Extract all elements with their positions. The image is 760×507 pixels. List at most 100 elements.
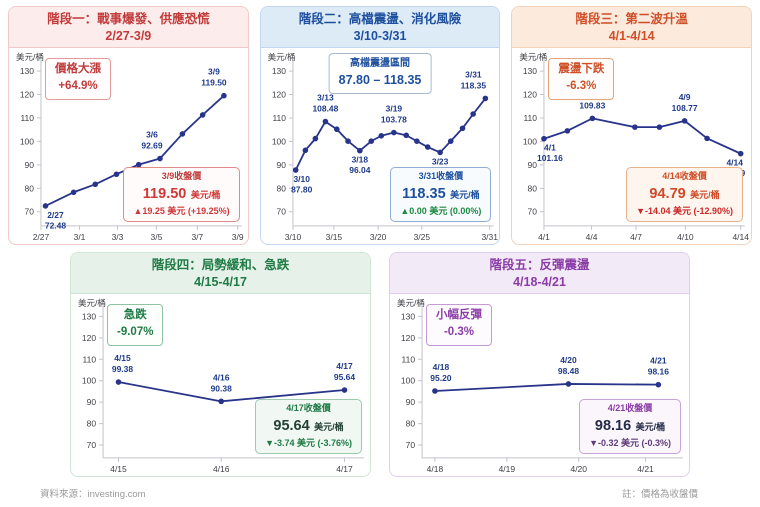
- svg-text:70: 70: [276, 207, 286, 217]
- panel-date-range: 4/1-4/14: [608, 28, 655, 43]
- panel-phase-5: 階段五：反彈震盪 4/18-4/21 美元/桶 130 120 110 100 90 80…: [389, 252, 690, 477]
- panel-header: 階段五：反彈震盪 4/18-4/21: [390, 253, 689, 295]
- svg-text:70: 70: [87, 440, 97, 450]
- svg-text:110: 110: [524, 113, 538, 123]
- panel-phase-2: 階段二：高檔震盪、消化風險 3/10-3/31 美元/桶 130 120 110 10…: [259, 6, 501, 245]
- change-badge: 急跌 -9.07%: [107, 304, 164, 346]
- svg-text:80: 80: [406, 419, 416, 429]
- panel-title: 階段三：第二波升溫: [575, 12, 688, 26]
- panel-phase-3: 階段三：第二波升溫 4/1-4/14 美元/桶 130 120 110 100 90 80…: [511, 6, 753, 245]
- svg-text:100: 100: [271, 137, 285, 147]
- chart-region: 美元/桶 130 120 110 100 90 80 70 4/15 4/16 4/17 4/15 9…: [71, 294, 370, 476]
- chart-region: 美元/桶 130 120 110 100 90 80 70 3/10 3/15 3/20 3/25 3…: [261, 48, 500, 244]
- svg-text:2/27: 2/27: [47, 210, 64, 220]
- badge-caption: 小幅反彈: [436, 309, 482, 322]
- svg-text:4/17: 4/17: [336, 464, 353, 474]
- svg-text:110: 110: [402, 354, 416, 364]
- svg-text:120: 120: [523, 90, 537, 100]
- svg-text:4/14: 4/14: [727, 158, 744, 168]
- svg-text:120: 120: [20, 90, 34, 100]
- svg-text:3/18: 3/18: [351, 155, 368, 165]
- svg-text:4/1: 4/1: [544, 143, 556, 153]
- svg-text:130: 130: [271, 66, 285, 76]
- svg-text:100: 100: [20, 137, 34, 147]
- closing-price-box: 3/31收盤價 118.35 美元/桶 ▲0.00 美元 (0.00%): [390, 167, 492, 222]
- svg-text:101.16: 101.16: [537, 153, 563, 163]
- svg-text:4/1: 4/1: [538, 232, 550, 242]
- svg-text:3/1: 3/1: [74, 232, 86, 242]
- panel-phase-4: 階段四：局勢緩和、急跌 4/15-4/17 美元/桶 130 120 110 100 9…: [70, 252, 371, 477]
- line-chart-phase-2: 130 120 110 100 90 80 70 3/10 3/15 3/20 3/25 3/31 3/…: [271, 58, 498, 242]
- svg-text:130: 130: [401, 312, 415, 322]
- closing-price-title: 3/31收盤價: [418, 171, 464, 182]
- svg-text:3/25: 3/25: [413, 232, 430, 242]
- panel-header: 階段三：第二波升溫 4/1-4/14: [512, 7, 752, 49]
- panel-title: 階段一：戰事爆發、供應恐慌: [47, 12, 210, 26]
- svg-text:4/15: 4/15: [114, 353, 131, 363]
- closing-price-value: 98.16 美元/桶: [594, 418, 666, 435]
- svg-text:3/9: 3/9: [232, 232, 244, 242]
- closing-price-box: 4/14收盤價 94.79 美元/桶 ▼-14.04 美元 (-12.90%): [626, 167, 744, 222]
- svg-text:3/10: 3/10: [284, 232, 301, 242]
- svg-text:70: 70: [528, 207, 538, 217]
- svg-text:90: 90: [406, 397, 416, 407]
- closing-price-change: ▼-0.32 美元 (-0.3%): [589, 438, 671, 449]
- svg-text:130: 130: [523, 66, 537, 76]
- svg-text:3/3: 3/3: [112, 232, 124, 242]
- badge-range: 87.80 – 118.35: [338, 73, 422, 88]
- svg-text:3/10: 3/10: [293, 174, 310, 184]
- svg-text:2/27: 2/27: [33, 232, 50, 242]
- svg-text:98.48: 98.48: [558, 366, 580, 376]
- badge-percent: -0.3%: [443, 326, 475, 339]
- badge-caption: 震盪下跌: [558, 63, 605, 76]
- panel-date-range: 2/27-3/9: [105, 28, 152, 43]
- chart-region: 美元/桶 130 120 110 100 90 80 70 2/27 3/1 3/3 3/5 3/7 3…: [9, 48, 248, 244]
- svg-text:4/4: 4/4: [586, 232, 598, 242]
- svg-text:90.38: 90.38: [211, 383, 233, 393]
- svg-text:100: 100: [82, 376, 96, 386]
- range-badge: 高檔震盪區間 87.80 – 118.35: [328, 53, 432, 94]
- closing-price-box: 3/9收盤價 119.50 美元/桶 ▲19.25 美元 (+19.25%): [123, 167, 240, 222]
- svg-text:3/31: 3/31: [465, 70, 482, 80]
- panel-date-range: 4/18-4/21: [513, 274, 566, 289]
- svg-text:120: 120: [401, 333, 415, 343]
- badge-percent: +64.9%: [58, 80, 98, 93]
- badge-percent: -9.07%: [117, 326, 154, 339]
- closing-price-value: 119.50 美元/桶: [142, 186, 221, 203]
- badge-caption: 高檔震盪區間: [349, 58, 410, 70]
- panel-date-range: 3/10-3/31: [353, 28, 407, 43]
- closing-price-change: ▲19.25 美元 (+19.25%): [133, 206, 230, 217]
- svg-text:80: 80: [87, 419, 97, 429]
- panel-phase-1: 階段一：戰事爆發、供應恐慌 2/27-3/9 美元/桶 130 120 110 100…: [8, 6, 249, 245]
- badge-caption: 價格大漲: [55, 63, 101, 76]
- svg-text:3/5: 3/5: [151, 232, 163, 242]
- svg-text:92.69: 92.69: [141, 141, 162, 151]
- y-axis-unit-label: 美元/桶: [78, 298, 106, 309]
- svg-text:98.16: 98.16: [648, 367, 670, 377]
- source-note: 資料來源：investing.com: [40, 489, 146, 500]
- closing-price-title: 3/9收盤價: [161, 171, 202, 182]
- svg-text:110: 110: [20, 113, 34, 123]
- svg-text:3/6: 3/6: [146, 130, 158, 140]
- svg-text:130: 130: [82, 312, 96, 322]
- svg-text:4/10: 4/10: [678, 232, 695, 242]
- svg-text:3/13: 3/13: [317, 93, 334, 103]
- y-axis-unit-label: 美元/桶: [519, 52, 548, 63]
- svg-text:4/16: 4/16: [213, 372, 230, 382]
- svg-text:99.38: 99.38: [112, 364, 134, 374]
- badge-percent: -6.3%: [566, 80, 597, 93]
- svg-text:90: 90: [276, 160, 286, 170]
- svg-text:4/21: 4/21: [650, 356, 667, 366]
- svg-text:4/14: 4/14: [733, 232, 750, 242]
- line-chart-phase-1: 130 120 110 100 90 80 70 2/27 3/1 3/3 3/5 3/7 3/9 2/2…: [20, 58, 244, 242]
- svg-text:70: 70: [406, 440, 416, 450]
- svg-text:120: 120: [271, 90, 285, 100]
- closing-price-title: 4/17收盤價: [286, 403, 331, 414]
- closing-price-box: 4/17收盤價 95.64 美元/桶 ▼-3.74 美元 (-3.76%): [255, 399, 362, 454]
- svg-text:4/15: 4/15: [110, 464, 127, 474]
- top-row: 階段一：戰事爆發、供應恐慌 2/27-3/9 美元/桶 130 120 110 100…: [0, 0, 760, 245]
- svg-text:4/21: 4/21: [637, 464, 654, 474]
- change-badge: 價格大漲 +64.9%: [45, 58, 111, 100]
- svg-text:95.20: 95.20: [430, 373, 452, 383]
